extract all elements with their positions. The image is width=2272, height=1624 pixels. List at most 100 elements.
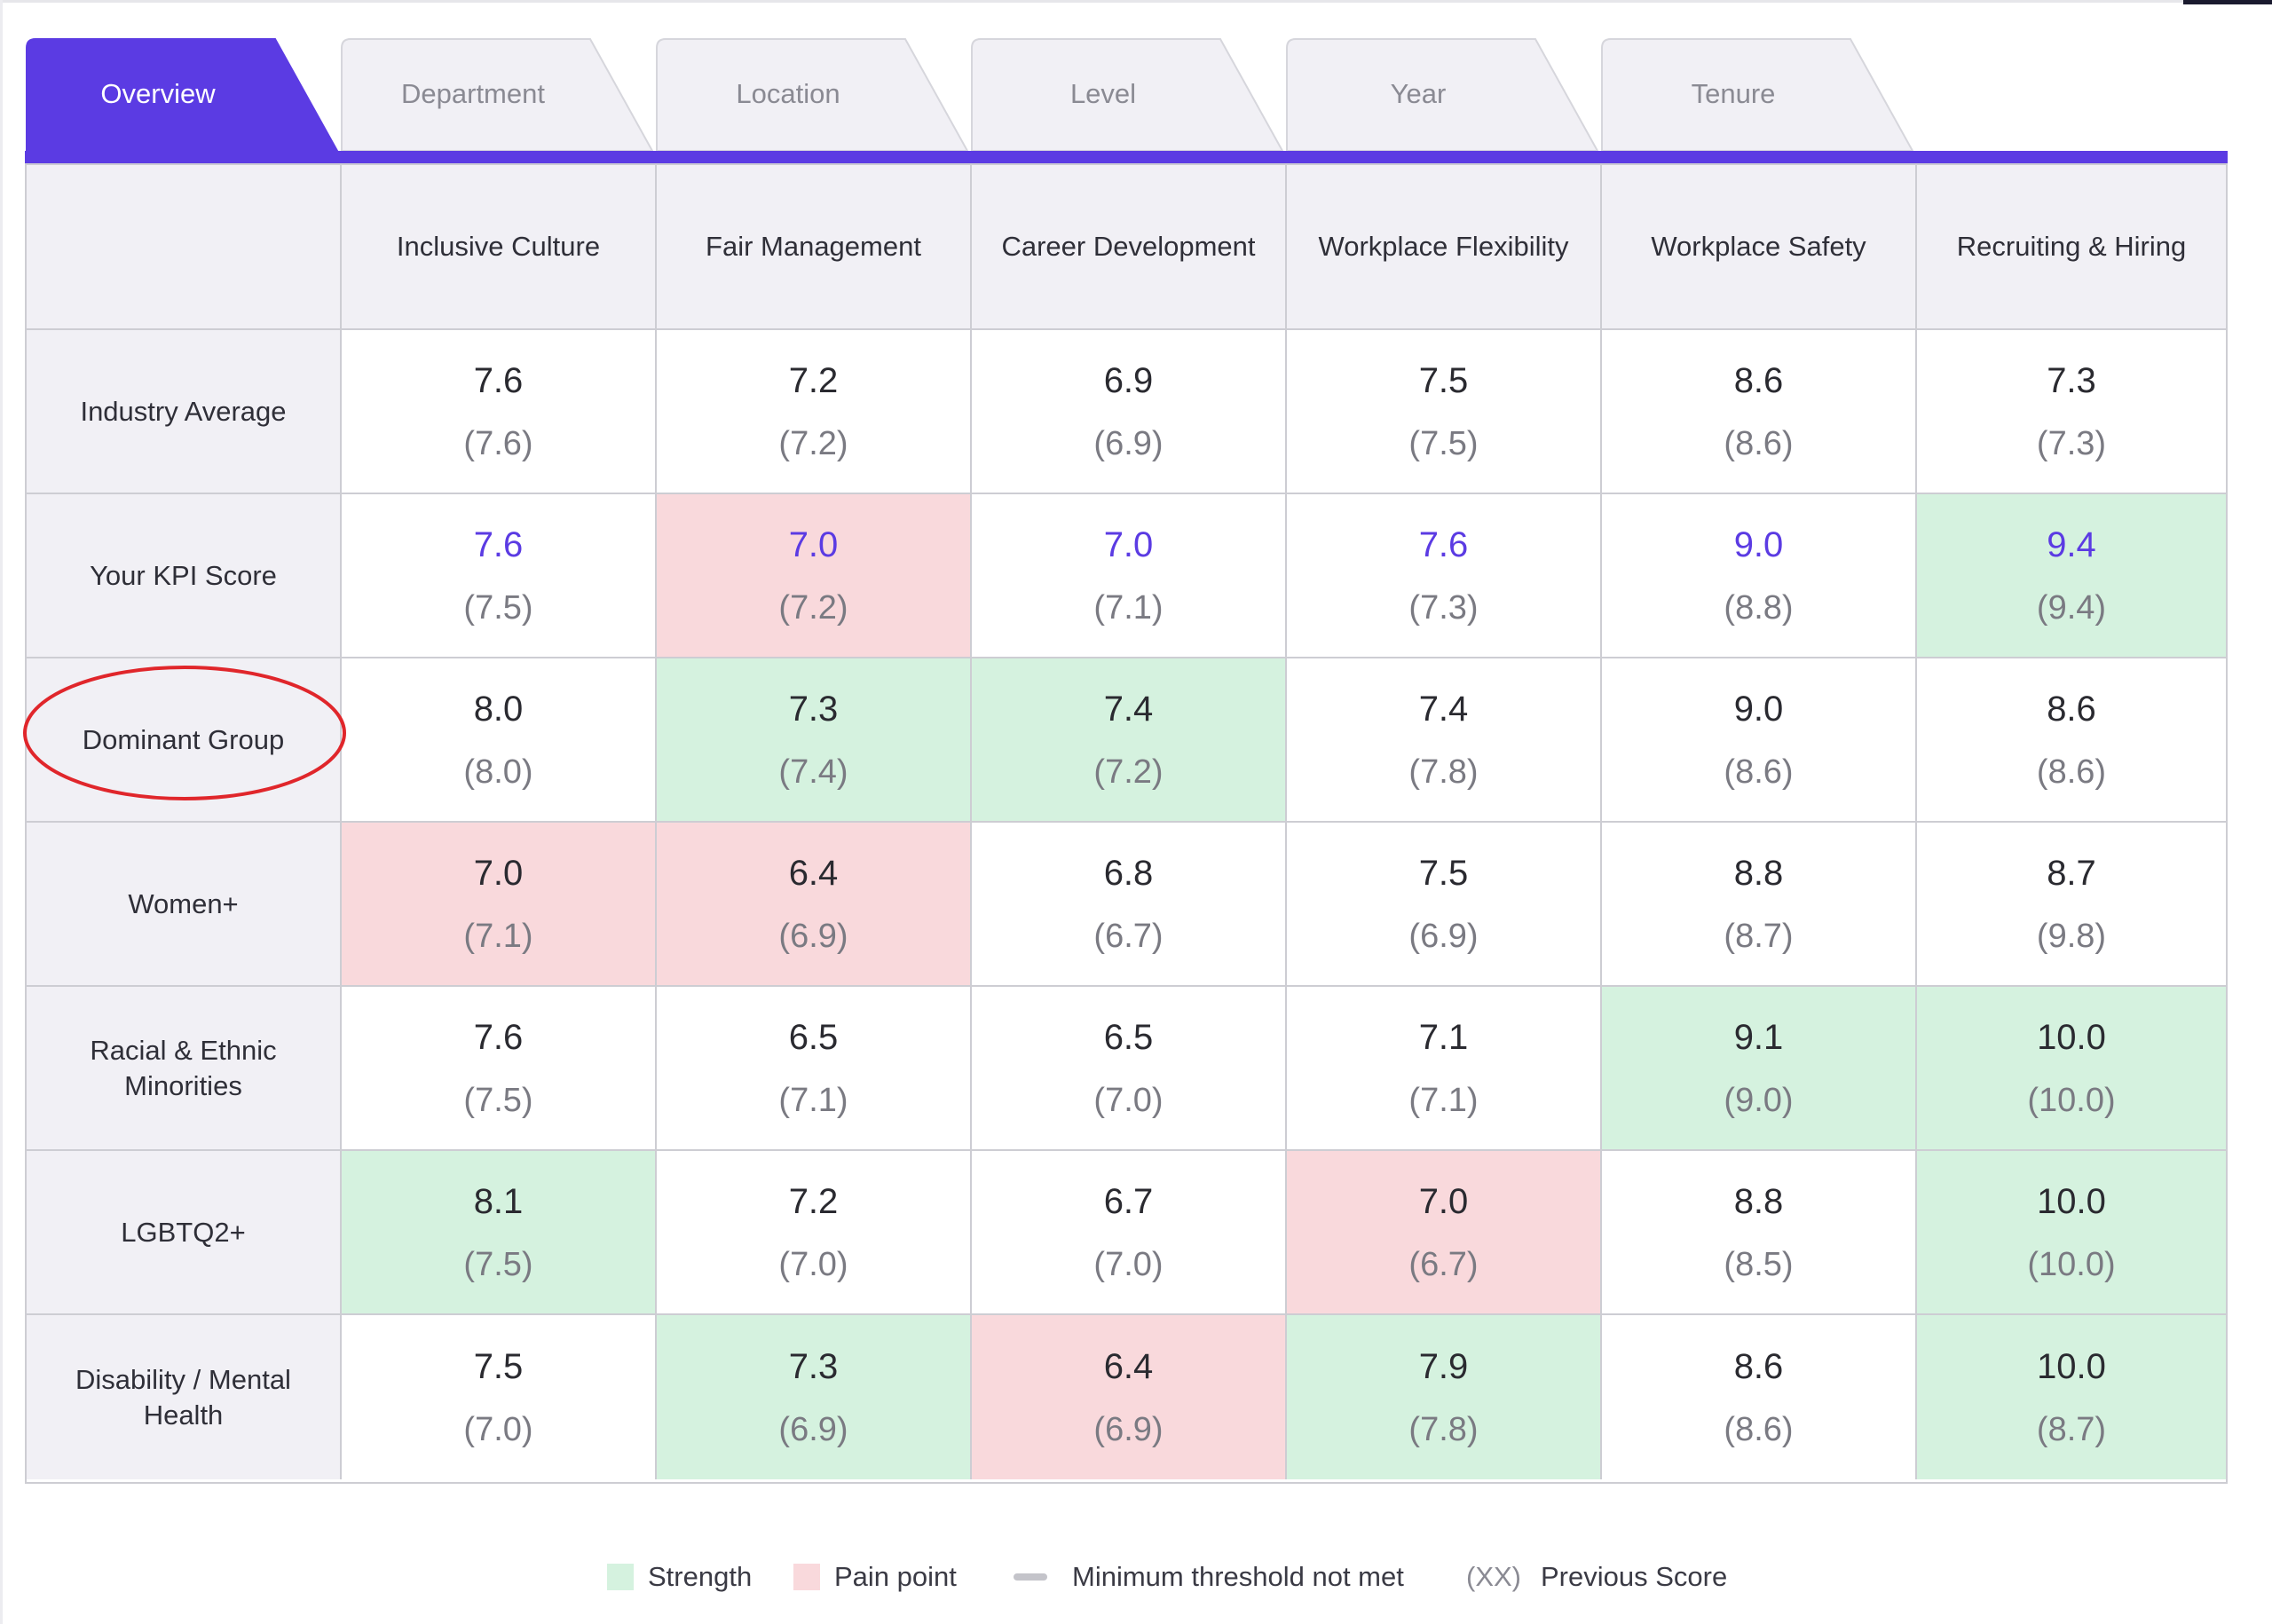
score-cell: 8.0 (8.0) <box>342 658 657 823</box>
legend-strength-label: Strength <box>648 1561 753 1592</box>
score-cell: 7.4 (7.8) <box>1287 658 1602 823</box>
score-cell: 8.1 (7.5) <box>342 1151 657 1315</box>
column-header: Recruiting & Hiring <box>1917 165 2226 330</box>
column-header: Fair Management <box>657 165 972 330</box>
current-score: 6.4 <box>1103 1346 1154 1386</box>
score-cell: 7.6 (7.3) <box>1287 494 1602 658</box>
current-score: 7.2 <box>788 360 839 400</box>
current-score: 7.6 <box>473 1017 524 1057</box>
current-score: 9.0 <box>1733 524 1784 564</box>
current-score: 10.0 <box>2037 1346 2106 1386</box>
corner-mark <box>2183 0 2272 4</box>
previous-score: (8.7) <box>2036 1410 2107 1448</box>
current-score: 7.0 <box>1103 524 1154 564</box>
score-cell: 8.6 (8.6) <box>1602 330 1917 494</box>
score-cell: 9.4 (9.4) <box>1917 494 2226 658</box>
previous-score: (7.1) <box>1408 1081 1479 1119</box>
current-score: 9.1 <box>1733 1017 1784 1057</box>
previous-score: (7.3) <box>2036 424 2107 462</box>
previous-score: (7.1) <box>463 917 533 955</box>
previous-score: (8.7) <box>1724 917 1794 955</box>
corner-cell <box>27 165 342 330</box>
score-cell: 6.4 (6.9) <box>972 1315 1287 1479</box>
current-score: 7.0 <box>473 853 524 893</box>
previous-score: (7.5) <box>463 588 533 627</box>
current-score: 7.5 <box>1418 360 1469 400</box>
tab-bar: Overview Department Location Level Year Tenur… <box>25 37 2226 153</box>
score-cell: 10.0 (10.0) <box>1917 1151 2226 1315</box>
score-cell: 10.0 (8.7) <box>1917 1315 2226 1479</box>
legend-pain: Pain point <box>793 1555 957 1599</box>
previous-score: (8.5) <box>1724 1245 1794 1283</box>
top-rule <box>0 0 2272 3</box>
current-score: 7.6 <box>473 524 524 564</box>
score-cell: 6.9 (6.9) <box>972 330 1287 494</box>
score-cell: 8.7 (9.8) <box>1917 823 2226 987</box>
tab-location[interactable]: Location <box>655 37 970 152</box>
tab-year[interactable]: Year <box>1285 37 1600 152</box>
row-header: Women+ <box>27 823 342 987</box>
score-cell: 7.3 (7.4) <box>657 658 972 823</box>
score-cell: 9.0 (8.6) <box>1602 658 1917 823</box>
current-score: 7.2 <box>788 1181 839 1221</box>
current-score: 9.4 <box>2047 524 2096 564</box>
previous-score: (7.0) <box>463 1410 533 1448</box>
previous-score: (9.0) <box>1724 1081 1794 1119</box>
score-cell: 7.0 (6.7) <box>1287 1151 1602 1315</box>
score-cell: 7.6 (7.6) <box>342 330 657 494</box>
previous-score: (7.5) <box>463 1081 533 1119</box>
score-cell: 6.5 (7.0) <box>972 987 1287 1151</box>
left-edge <box>0 0 3 1624</box>
score-cell: 7.0 (7.1) <box>342 823 657 987</box>
legend-threshold-label: Minimum threshold not met <box>1072 1561 1404 1592</box>
score-cell: 8.8 (8.7) <box>1602 823 1917 987</box>
previous-score: (7.5) <box>463 1245 533 1283</box>
pain-swatch <box>793 1564 820 1590</box>
tab-level[interactable]: Level <box>970 37 1285 152</box>
score-cell: 7.5 (7.5) <box>1287 330 1602 494</box>
legend-previous-label: Previous Score <box>1541 1561 1728 1592</box>
legend-strength: Strength <box>607 1555 752 1599</box>
column-header: Inclusive Culture <box>342 165 657 330</box>
tab-department[interactable]: Department <box>340 37 655 152</box>
legend-threshold: Minimum threshold not met <box>1014 1555 1404 1599</box>
column-header: Career Development <box>972 165 1287 330</box>
score-cell: 7.0 (7.2) <box>657 494 972 658</box>
tab-overview[interactable]: Overview <box>25 37 340 152</box>
tab-tenure[interactable]: Tenure <box>1600 37 1915 152</box>
score-cell: 6.4 (6.9) <box>657 823 972 987</box>
current-score: 6.8 <box>1103 853 1154 893</box>
score-cell: 7.6 (7.5) <box>342 494 657 658</box>
score-cell: 7.9 (7.8) <box>1287 1315 1602 1479</box>
current-score: 7.1 <box>1418 1017 1469 1057</box>
current-score: 8.6 <box>2047 689 2096 729</box>
score-cell: 7.2 (7.2) <box>657 330 972 494</box>
previous-score: (6.9) <box>1093 424 1164 462</box>
current-score: 7.4 <box>1418 689 1469 729</box>
previous-score: (7.5) <box>1408 424 1479 462</box>
score-cell: 7.1 (7.1) <box>1287 987 1602 1151</box>
previous-score: (8.0) <box>463 753 533 791</box>
score-cell: 7.6 (7.5) <box>342 987 657 1151</box>
current-score: 7.3 <box>2047 360 2096 400</box>
score-cell: 8.6 (8.6) <box>1602 1315 1917 1479</box>
current-score: 6.9 <box>1103 360 1154 400</box>
score-cell: 7.2 (7.0) <box>657 1151 972 1315</box>
kpi-table: Inclusive Culture Fair Management Career D… <box>25 163 2228 1484</box>
column-header: Workplace Safety <box>1602 165 1917 330</box>
tab-label: Level <box>1069 78 1137 109</box>
previous-score: (7.1) <box>778 1081 848 1119</box>
previous-score: (8.6) <box>1724 424 1794 462</box>
threshold-dash-icon <box>1014 1573 1047 1581</box>
score-cell: 7.4 (7.2) <box>972 658 1287 823</box>
score-cell: 9.0 (8.8) <box>1602 494 1917 658</box>
previous-score: (7.8) <box>1408 1410 1479 1448</box>
current-score: 6.4 <box>788 853 839 893</box>
score-cell: 7.0 (7.1) <box>972 494 1287 658</box>
previous-score: (10.0) <box>2027 1081 2116 1119</box>
previous-score: (6.7) <box>1093 917 1164 955</box>
row-header: LGBTQ2+ <box>27 1151 342 1315</box>
score-cell: 7.5 (7.0) <box>342 1315 657 1479</box>
current-score: 8.8 <box>1733 853 1784 893</box>
score-cell: 9.1 (9.0) <box>1602 987 1917 1151</box>
